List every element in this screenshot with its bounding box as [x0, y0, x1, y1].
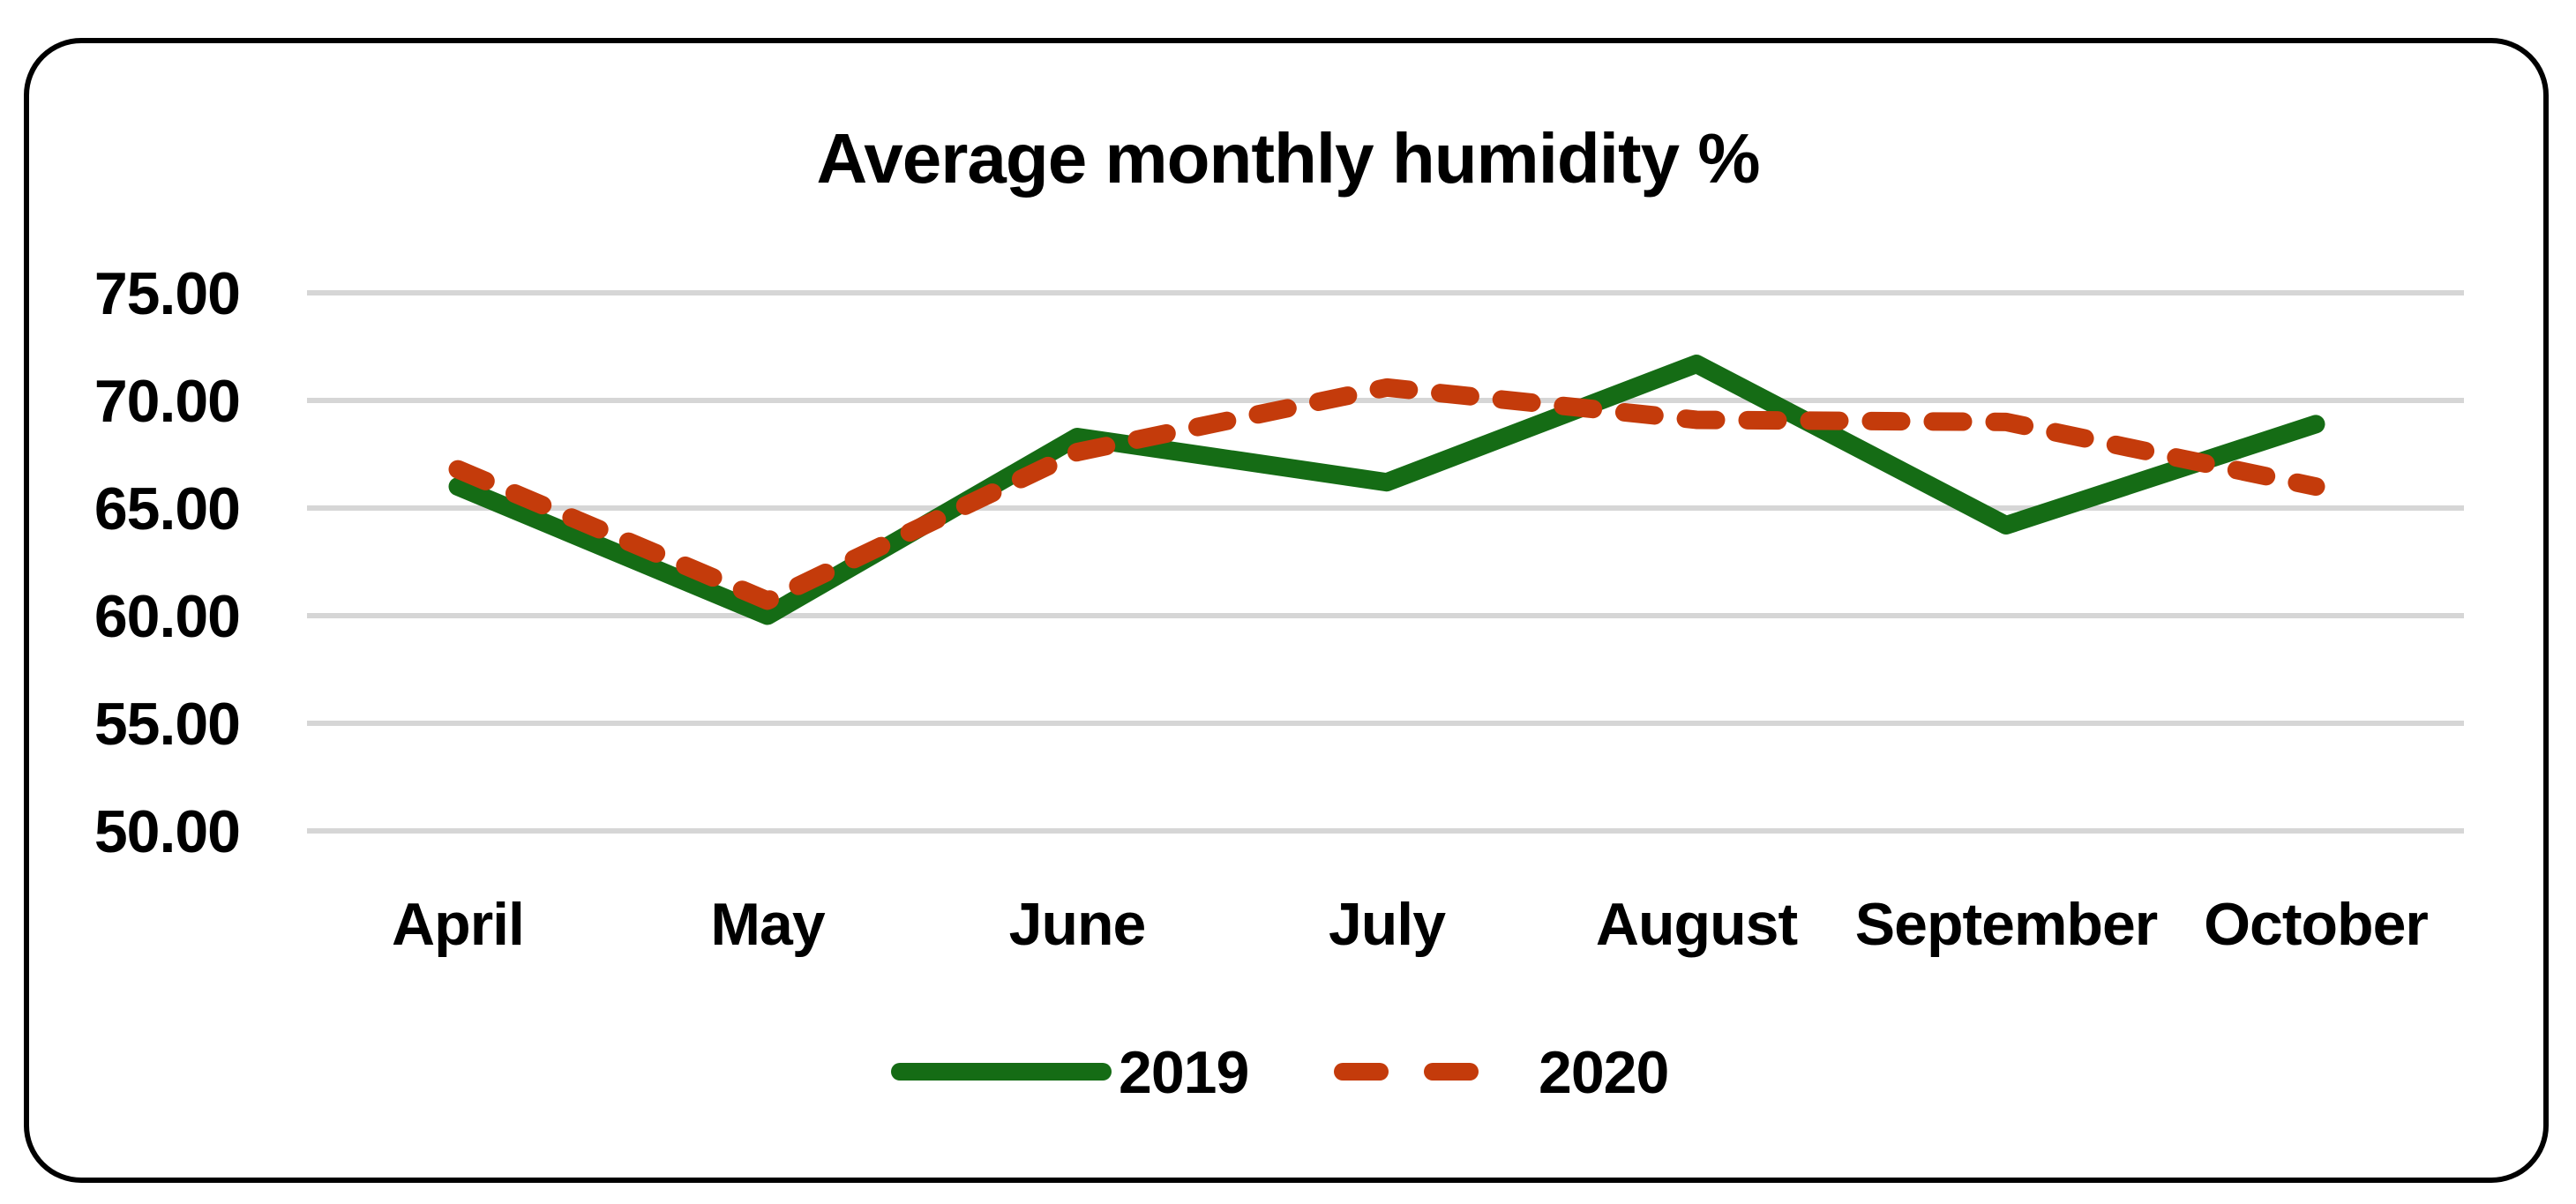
x-label-july: July [1329, 891, 1446, 958]
y-axis-tick-labels: 75.00 70.00 65.00 60.00 55.00 50.00 [94, 260, 241, 865]
x-axis-category-labels: April May June July August September October [392, 891, 2429, 958]
legend-label-2019: 2019 [1119, 1039, 1248, 1106]
x-label-august: August [1596, 891, 1798, 958]
y-tick-label-70.00: 70.00 [94, 368, 240, 435]
series-lines [448, 355, 2325, 625]
x-label-may: May [710, 891, 825, 958]
legend-label-2020: 2020 [1539, 1039, 1668, 1106]
gridlines [307, 290, 2464, 834]
x-label-september: September [1855, 891, 2158, 958]
card-border [24, 38, 2549, 1183]
y-tick-label-55.00: 55.00 [94, 691, 240, 758]
y-tick-label-50.00: 50.00 [94, 798, 240, 865]
x-label-april: April [392, 891, 524, 958]
y-tick-label-65.00: 65.00 [94, 475, 240, 542]
x-label-october: October [2204, 891, 2428, 958]
y-tick-label-60.00: 60.00 [94, 583, 240, 650]
series-line-2019 [448, 355, 2325, 625]
chart-title: Average monthly humidity % [817, 119, 1760, 198]
y-tick-label-75.00: 75.00 [94, 260, 240, 327]
x-label-june: June [1009, 891, 1146, 958]
series-line-2020 [448, 378, 2325, 610]
legend: 2019 2020 [891, 1039, 1669, 1106]
